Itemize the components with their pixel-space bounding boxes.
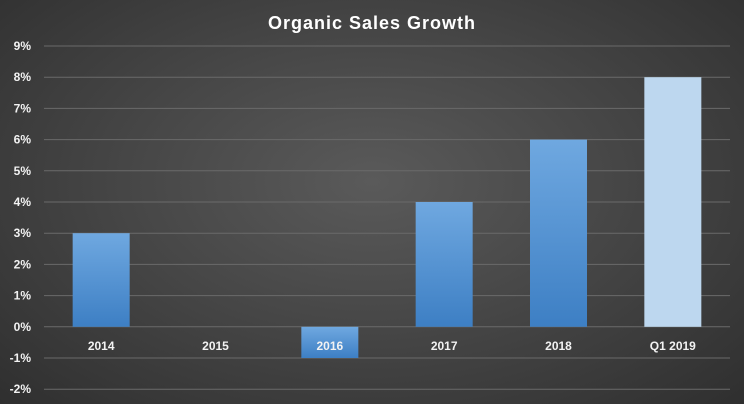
x-tick-label: 2018 [545,339,572,353]
bars [72,77,702,358]
x-tick-label: 2017 [431,339,458,353]
y-tick-label: 4% [14,195,32,209]
y-tick-label: 2% [14,257,32,271]
y-tick-label: 3% [14,226,32,240]
bar-2017 [415,202,473,327]
gridlines [44,45,730,390]
y-tick-label: 6% [14,133,32,147]
x-axis-tick-labels: 2014 2015 2016 2017 2018 Q1 2019 [88,339,696,353]
bar-2016 [301,326,359,358]
x-tick-label: 2015 [202,339,229,353]
y-tick-label: 5% [14,164,32,178]
y-tick-label: 8% [14,70,32,84]
x-tick-label: 2016 [316,339,343,353]
chart-title: Organic Sales Growth [268,13,476,33]
y-tick-label: 9% [14,39,32,53]
y-tick-label: 0% [14,320,32,334]
bar-2018 [530,139,587,327]
x-tick-label: 2014 [88,339,115,353]
y-tick-label: 1% [14,289,32,303]
bar-q1-2019 [644,77,702,327]
y-axis-tick-labels: 9% 8% 7% 6% 5% 4% 3% 2% 1% 0% -1% -2% [10,39,32,396]
x-tick-label: Q1 2019 [650,339,696,353]
bar-2014 [72,233,130,327]
y-tick-label: 7% [14,101,32,115]
y-tick-label: -1% [10,351,32,365]
y-tick-label: -2% [10,382,32,396]
